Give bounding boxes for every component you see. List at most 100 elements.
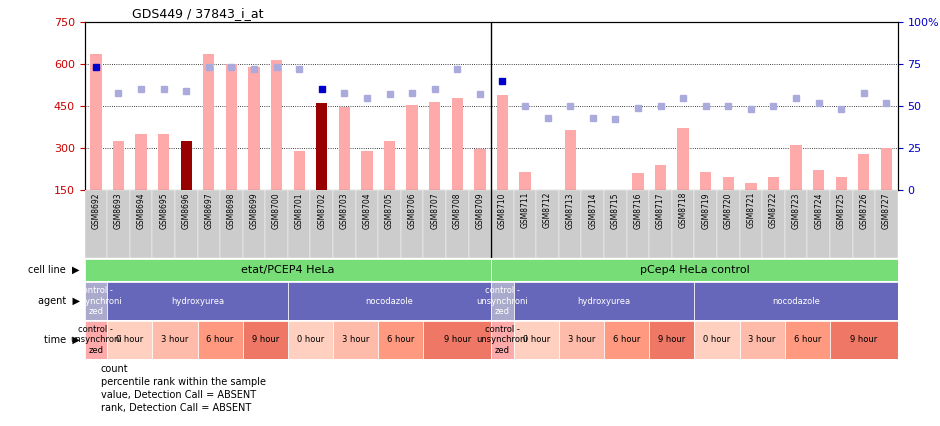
Bar xyxy=(378,321,423,359)
Text: GSM8705: GSM8705 xyxy=(385,192,394,229)
Text: GSM8709: GSM8709 xyxy=(476,192,484,229)
Bar xyxy=(785,321,830,359)
Bar xyxy=(785,190,807,258)
Bar xyxy=(152,321,197,359)
Bar xyxy=(107,190,130,258)
Text: GSM8726: GSM8726 xyxy=(859,192,869,228)
Bar xyxy=(650,321,695,359)
Bar xyxy=(836,177,847,190)
Text: value, Detection Call = ABSENT: value, Detection Call = ABSENT xyxy=(101,390,256,400)
Text: 6 hour: 6 hour xyxy=(613,336,640,345)
Bar xyxy=(807,190,830,258)
Bar xyxy=(559,190,582,258)
Text: 9 hour: 9 hour xyxy=(850,336,877,345)
Bar xyxy=(243,321,288,359)
Text: GSM8706: GSM8706 xyxy=(408,192,416,229)
Bar xyxy=(650,190,672,258)
Bar xyxy=(310,190,333,258)
Bar xyxy=(85,282,107,320)
Text: hydroxyurea: hydroxyurea xyxy=(577,296,631,305)
Bar xyxy=(678,128,689,190)
Bar xyxy=(85,190,107,258)
Text: GSM8695: GSM8695 xyxy=(159,192,168,229)
Bar xyxy=(384,141,395,190)
Bar xyxy=(762,190,785,258)
Bar xyxy=(197,190,220,258)
Bar xyxy=(830,321,898,359)
Text: GSM8698: GSM8698 xyxy=(227,192,236,228)
Bar xyxy=(226,64,237,190)
Bar xyxy=(378,190,400,258)
Text: control -
unsynchroni
zed: control - unsynchroni zed xyxy=(70,286,122,316)
Text: hydroxyurea: hydroxyurea xyxy=(171,296,224,305)
Text: count: count xyxy=(101,364,128,374)
Text: control -
unsynchroni
zed: control - unsynchroni zed xyxy=(477,325,528,355)
Text: time  ▶: time ▶ xyxy=(44,335,80,345)
Bar xyxy=(497,95,509,190)
Text: GSM8716: GSM8716 xyxy=(634,192,642,228)
Text: 3 hour: 3 hour xyxy=(568,336,595,345)
Text: GSM8721: GSM8721 xyxy=(746,192,756,228)
Text: GSM8703: GSM8703 xyxy=(340,192,349,229)
Text: GSM8696: GSM8696 xyxy=(181,192,191,229)
Text: GSM8712: GSM8712 xyxy=(543,192,552,228)
Bar xyxy=(695,190,717,258)
Bar xyxy=(429,102,440,190)
Bar xyxy=(655,165,666,190)
Text: GSM8707: GSM8707 xyxy=(431,192,439,229)
Bar xyxy=(672,190,695,258)
Bar xyxy=(288,321,333,359)
Bar xyxy=(158,134,169,190)
Text: 9 hour: 9 hour xyxy=(658,336,685,345)
Bar xyxy=(243,190,265,258)
Text: 0 hour: 0 hour xyxy=(117,336,144,345)
Bar xyxy=(90,54,102,190)
Bar xyxy=(610,190,621,199)
Bar xyxy=(514,321,559,359)
Bar xyxy=(220,190,243,258)
Text: nocodazole: nocodazole xyxy=(772,296,820,305)
Bar xyxy=(197,321,243,359)
Text: GSM8715: GSM8715 xyxy=(611,192,619,228)
Text: GSM8724: GSM8724 xyxy=(814,192,823,228)
Text: GSM8727: GSM8727 xyxy=(882,192,891,228)
Text: pCep4 HeLa control: pCep4 HeLa control xyxy=(639,265,749,275)
Bar xyxy=(400,190,423,258)
Text: nocodazole: nocodazole xyxy=(366,296,414,305)
Text: GSM8708: GSM8708 xyxy=(453,192,462,228)
Text: GSM8693: GSM8693 xyxy=(114,192,123,229)
Bar xyxy=(248,67,259,190)
Bar xyxy=(107,282,288,320)
Text: GSM8692: GSM8692 xyxy=(91,192,101,228)
Bar xyxy=(723,177,734,190)
Bar xyxy=(130,190,152,258)
Bar xyxy=(333,190,355,258)
Bar xyxy=(474,150,485,190)
Text: control -
unsynchroni
zed: control - unsynchroni zed xyxy=(70,325,122,355)
Text: GSM8714: GSM8714 xyxy=(588,192,597,228)
Text: 6 hour: 6 hour xyxy=(207,336,234,345)
Text: GSM8702: GSM8702 xyxy=(318,192,326,228)
Bar xyxy=(740,321,785,359)
Bar xyxy=(559,321,604,359)
Bar xyxy=(582,190,604,258)
Bar xyxy=(203,54,214,190)
Text: 3 hour: 3 hour xyxy=(342,336,369,345)
Bar xyxy=(293,151,305,190)
Bar xyxy=(565,130,576,190)
Bar xyxy=(520,172,531,190)
Bar xyxy=(717,190,740,258)
Text: control -
unsynchroni
zed: control - unsynchroni zed xyxy=(477,286,528,316)
Bar xyxy=(451,98,462,190)
Bar xyxy=(830,190,853,258)
Text: 9 hour: 9 hour xyxy=(252,336,279,345)
Text: GSM8711: GSM8711 xyxy=(521,192,529,228)
Bar xyxy=(542,190,554,203)
Bar xyxy=(423,190,446,258)
Text: GSM8697: GSM8697 xyxy=(204,192,213,229)
Bar xyxy=(695,321,740,359)
Text: GSM8710: GSM8710 xyxy=(498,192,507,228)
Bar xyxy=(695,282,898,320)
Bar xyxy=(881,148,892,190)
Text: GSM8718: GSM8718 xyxy=(679,192,688,228)
